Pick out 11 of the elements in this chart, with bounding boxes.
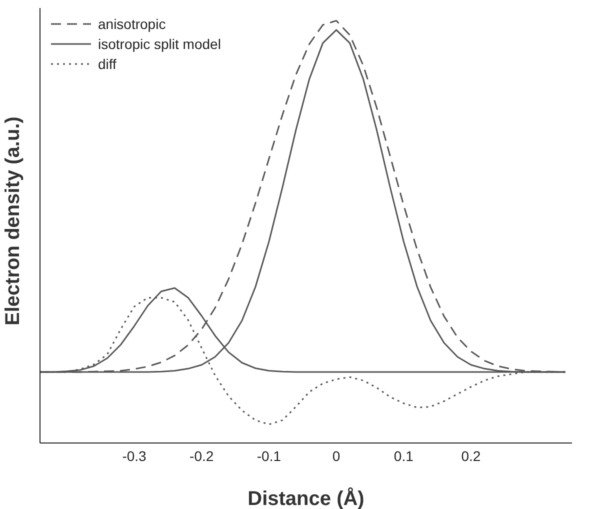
legend-label: isotropic split model (98, 36, 221, 52)
legend-label: anisotropic (98, 16, 166, 32)
x-tick-label: 0 (332, 448, 340, 464)
x-axis-title: Distance (Å) (248, 487, 364, 509)
x-tick-label: -0.3 (122, 448, 147, 464)
x-tick-label: 0.1 (394, 448, 414, 464)
x-tick-label: 0.2 (461, 448, 481, 464)
x-tick-label: -0.2 (190, 448, 214, 464)
legend-label: diff (98, 56, 116, 72)
y-axis-title: Electron density (a.u.) (2, 116, 24, 326)
x-tick-label: -0.1 (256, 448, 282, 464)
